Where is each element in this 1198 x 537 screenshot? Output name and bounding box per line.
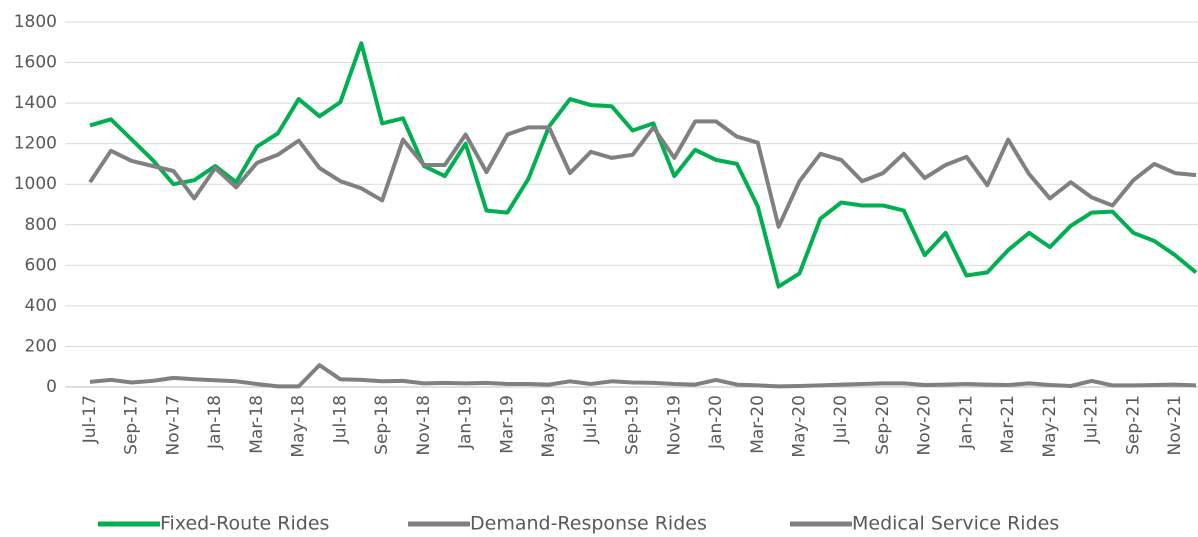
x-tick-label: Nov-21 bbox=[1165, 395, 1185, 456]
y-tick-label: 1000 bbox=[14, 174, 57, 194]
y-tick-label: 1600 bbox=[14, 53, 57, 73]
x-tick-label: Jan-19 bbox=[456, 395, 476, 450]
x-tick-label: Sep-18 bbox=[372, 395, 392, 455]
y-tick-label: 600 bbox=[25, 255, 57, 275]
x-tick-label: Sep-20 bbox=[873, 395, 893, 455]
x-tick-label: Mar-19 bbox=[497, 395, 517, 454]
legend-label: Demand-Response Rides bbox=[470, 513, 707, 535]
x-tick-label: Jul-21 bbox=[1082, 395, 1102, 444]
x-tick-label: Sep-17 bbox=[122, 395, 142, 455]
x-tick-label: Nov-19 bbox=[664, 395, 684, 456]
x-tick-label: Jul-20 bbox=[831, 395, 851, 444]
x-tick-label: Jan-18 bbox=[205, 395, 225, 450]
x-tick-label: May-18 bbox=[289, 395, 309, 458]
y-tick-label: 200 bbox=[25, 336, 57, 356]
series-line bbox=[89, 363, 1197, 389]
series-line bbox=[89, 41, 1198, 289]
x-tick-label: Jul-19 bbox=[581, 395, 601, 444]
x-tick-label: May-19 bbox=[539, 395, 559, 458]
x-tick-label: Nov-18 bbox=[414, 395, 434, 456]
x-tick-label: Mar-20 bbox=[748, 395, 768, 454]
x-tick-label: May-21 bbox=[1040, 395, 1060, 458]
y-tick-label: 800 bbox=[25, 215, 57, 235]
x-tick-label: Mar-18 bbox=[247, 395, 267, 454]
x-tick-label: Mar-21 bbox=[998, 395, 1018, 454]
legend-label: Fixed-Route Rides bbox=[160, 513, 329, 535]
x-tick-label: Nov-17 bbox=[163, 395, 183, 456]
x-tick-label: Jan-20 bbox=[706, 395, 726, 450]
x-tick-label: Sep-21 bbox=[1123, 395, 1143, 455]
y-tick-label: 0 bbox=[46, 377, 57, 397]
x-tick-label: Jan-21 bbox=[956, 395, 976, 450]
x-tick-label: Sep-19 bbox=[623, 395, 643, 455]
x-tick-label: Jul-17 bbox=[80, 395, 100, 444]
y-tick-label: 400 bbox=[25, 296, 57, 316]
x-tick-label: May-20 bbox=[790, 395, 810, 458]
y-tick-label: 1400 bbox=[14, 93, 57, 113]
series-line bbox=[88, 119, 1197, 229]
x-tick-label: Jul-18 bbox=[330, 395, 350, 444]
y-tick-label: 1800 bbox=[14, 12, 57, 32]
y-tick-label: 1200 bbox=[14, 134, 57, 154]
x-tick-label: Nov-20 bbox=[915, 395, 935, 456]
legend-label: Medical Service Rides bbox=[852, 513, 1059, 535]
